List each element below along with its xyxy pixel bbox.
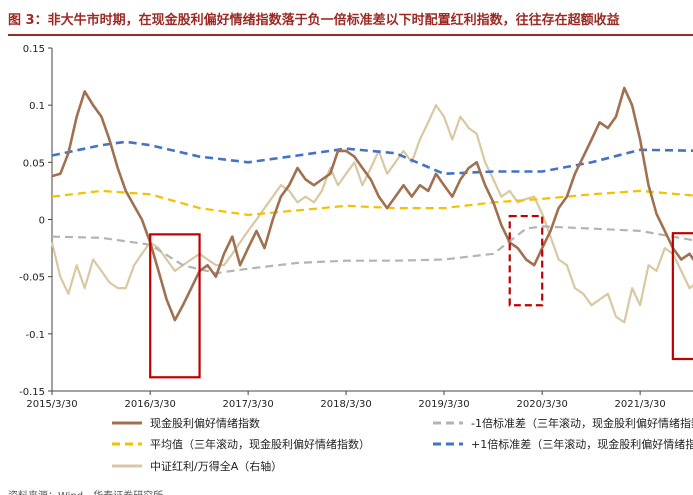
x-tick-label: 2015/3/30 [26,399,77,410]
y-tick-label: 0.1 [29,101,45,112]
series-line-2 [51,189,693,216]
series-line-4 [50,104,693,324]
x-tick-label: 2021/3/30 [614,399,665,410]
x-tick-label: 2020/3/30 [517,399,568,410]
y-tick-label: -0.05 [19,273,45,284]
chart-legend: 现金股利偏好情绪指数 -1倍标准差（三年滚动，现金股利偏好情绪指数） 平均值（三年滚… [112,416,693,473]
highlight-box-2 [671,232,693,361]
chart-series [50,86,693,324]
y-tick-label: -0.15 [19,387,45,398]
x-tick-label: 2017/3/30 [222,399,273,410]
legend-label-0: 现金股利偏好情绪指数 [150,416,260,430]
x-tick-label: 2018/3/30 [320,399,371,410]
legend-label-1: -1倍标准差（三年滚动，现金股利偏好情绪指数） [471,416,693,430]
series-line-1 [51,225,693,275]
y-tick-label: 0 [39,216,45,227]
series-line-0 [51,86,693,322]
series-line-3 [51,140,693,176]
highlight-box-1 [508,214,544,307]
source-note: 资料来源：Wind，华泰证券研究所 [8,487,693,495]
y-tick-label: 0.15 [23,44,45,55]
legend-label-2: 平均值（三年滚动，现金股利偏好情绪指数） [150,437,370,451]
legend-label-4: 中证红利/万得全A（右轴） [150,459,282,473]
y-tick-label: -0.1 [25,330,45,341]
highlight-box-0 [149,233,201,379]
legend-label-3: +1倍标准差（三年滚动，现金股利偏好情绪指数） [471,437,693,451]
x-tick-label: 2019/3/30 [418,399,469,410]
y-tick-label: 0.05 [23,158,45,169]
title-divider [8,34,693,36]
x-tick-label: 2016/3/30 [125,399,176,410]
chart-title: 图 3：非大牛市时期，在现金股利偏好情绪指数落于负一倍标准差以下时配置红利指数，… [8,13,620,28]
chart-annotations [149,214,693,379]
